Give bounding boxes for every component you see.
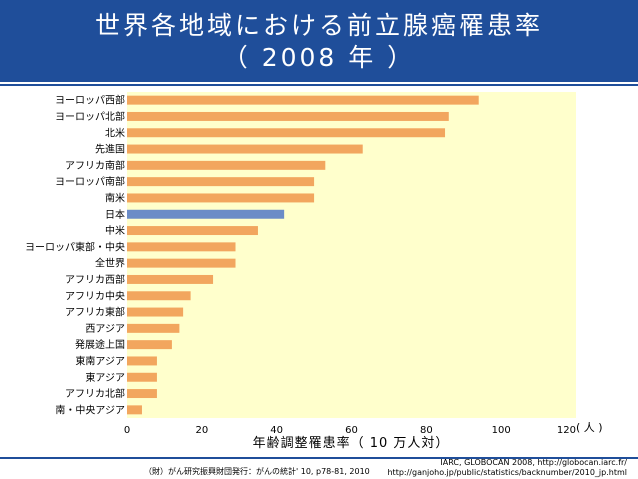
- bar-12: [127, 291, 191, 301]
- bar-0: [127, 95, 479, 105]
- category-label: アフリカ中央: [65, 289, 125, 302]
- category-label: 日本: [105, 208, 125, 221]
- category-label: アフリカ南部: [65, 159, 125, 172]
- bar-4: [127, 160, 326, 170]
- bar-6: [127, 193, 315, 203]
- category-label: 全世界: [95, 257, 125, 270]
- title-rule: [0, 84, 638, 86]
- category-label: ヨーロッパ北部: [55, 110, 125, 123]
- category-label: 東南アジア: [75, 354, 125, 367]
- category-label: アフリカ西部: [65, 273, 125, 286]
- source-left: （財）がん研究振興財団発行：がんの統計' 10, p78-81, 2010: [144, 466, 370, 476]
- x-tick-label: 20: [195, 425, 208, 436]
- bar-10: [127, 258, 236, 268]
- category-label: ヨーロッパ南部: [55, 175, 125, 188]
- slide-title: 世界各地域における前立腺癌罹患率: [94, 11, 543, 40]
- bars-group: [127, 95, 479, 415]
- bar-7: [127, 209, 285, 219]
- bar-8: [127, 226, 258, 236]
- x-tick-label: 40: [270, 425, 283, 436]
- x-tick-labels: 0 20 40 60 80 100 120: [124, 425, 576, 436]
- x-tick-label: 100: [492, 425, 511, 436]
- category-label: 東アジア: [85, 371, 125, 384]
- title-band: 世界各地域における前立腺癌罹患率 （ 2008 年 ）: [0, 0, 638, 82]
- category-label: 南・中央アジア: [55, 403, 125, 416]
- category-label: ヨーロッパ東部・中央: [25, 240, 125, 253]
- bar-11: [127, 274, 214, 284]
- bar-9: [127, 242, 236, 252]
- category-label: 南米: [105, 191, 125, 204]
- x-tick-label: 120: [557, 425, 576, 436]
- bar-13: [127, 307, 184, 317]
- bar-18: [127, 389, 157, 399]
- category-label: 北米: [105, 126, 125, 139]
- x-axis-title: 年齢調整罹患率（ 10 万人対）: [253, 435, 450, 451]
- bar-16: [127, 356, 157, 366]
- bar-14: [127, 323, 180, 333]
- x-tick-label: 60: [345, 425, 358, 436]
- category-label: 中米: [105, 224, 125, 237]
- bar-3: [127, 144, 363, 154]
- category-label: 西アジア: [85, 324, 125, 335]
- footer-rule: [0, 457, 638, 459]
- bar-1: [127, 111, 449, 121]
- bar-15: [127, 340, 172, 350]
- x-axis-unit: ( 人 ): [576, 421, 603, 434]
- source-right-line1: IARC, GLOBOCAN 2008, http://globocan.iar…: [440, 458, 627, 467]
- category-label: アフリカ北部: [65, 387, 125, 400]
- source-right-line2: http://ganjoho.jp/public/statistics/back…: [387, 468, 627, 477]
- x-tick-label: 80: [420, 425, 433, 436]
- bar-17: [127, 372, 157, 382]
- slide-subtitle: （ 2008 年 ）: [222, 43, 416, 72]
- bar-19: [127, 405, 142, 415]
- category-label: 発展途上国: [75, 338, 125, 351]
- category-label: 先進国: [95, 144, 125, 156]
- category-label: アフリカ東部: [65, 306, 125, 319]
- bar-5: [127, 177, 315, 187]
- category-label: ヨーロッパ西部: [55, 94, 125, 107]
- bar-2: [127, 128, 446, 138]
- x-tick-label: 0: [124, 425, 130, 436]
- plot-area: [127, 92, 576, 418]
- category-labels: ヨーロッパ西部ヨーロッパ北部北米先進国アフリカ南部ヨーロッパ南部南米日本中米ヨー…: [25, 94, 125, 417]
